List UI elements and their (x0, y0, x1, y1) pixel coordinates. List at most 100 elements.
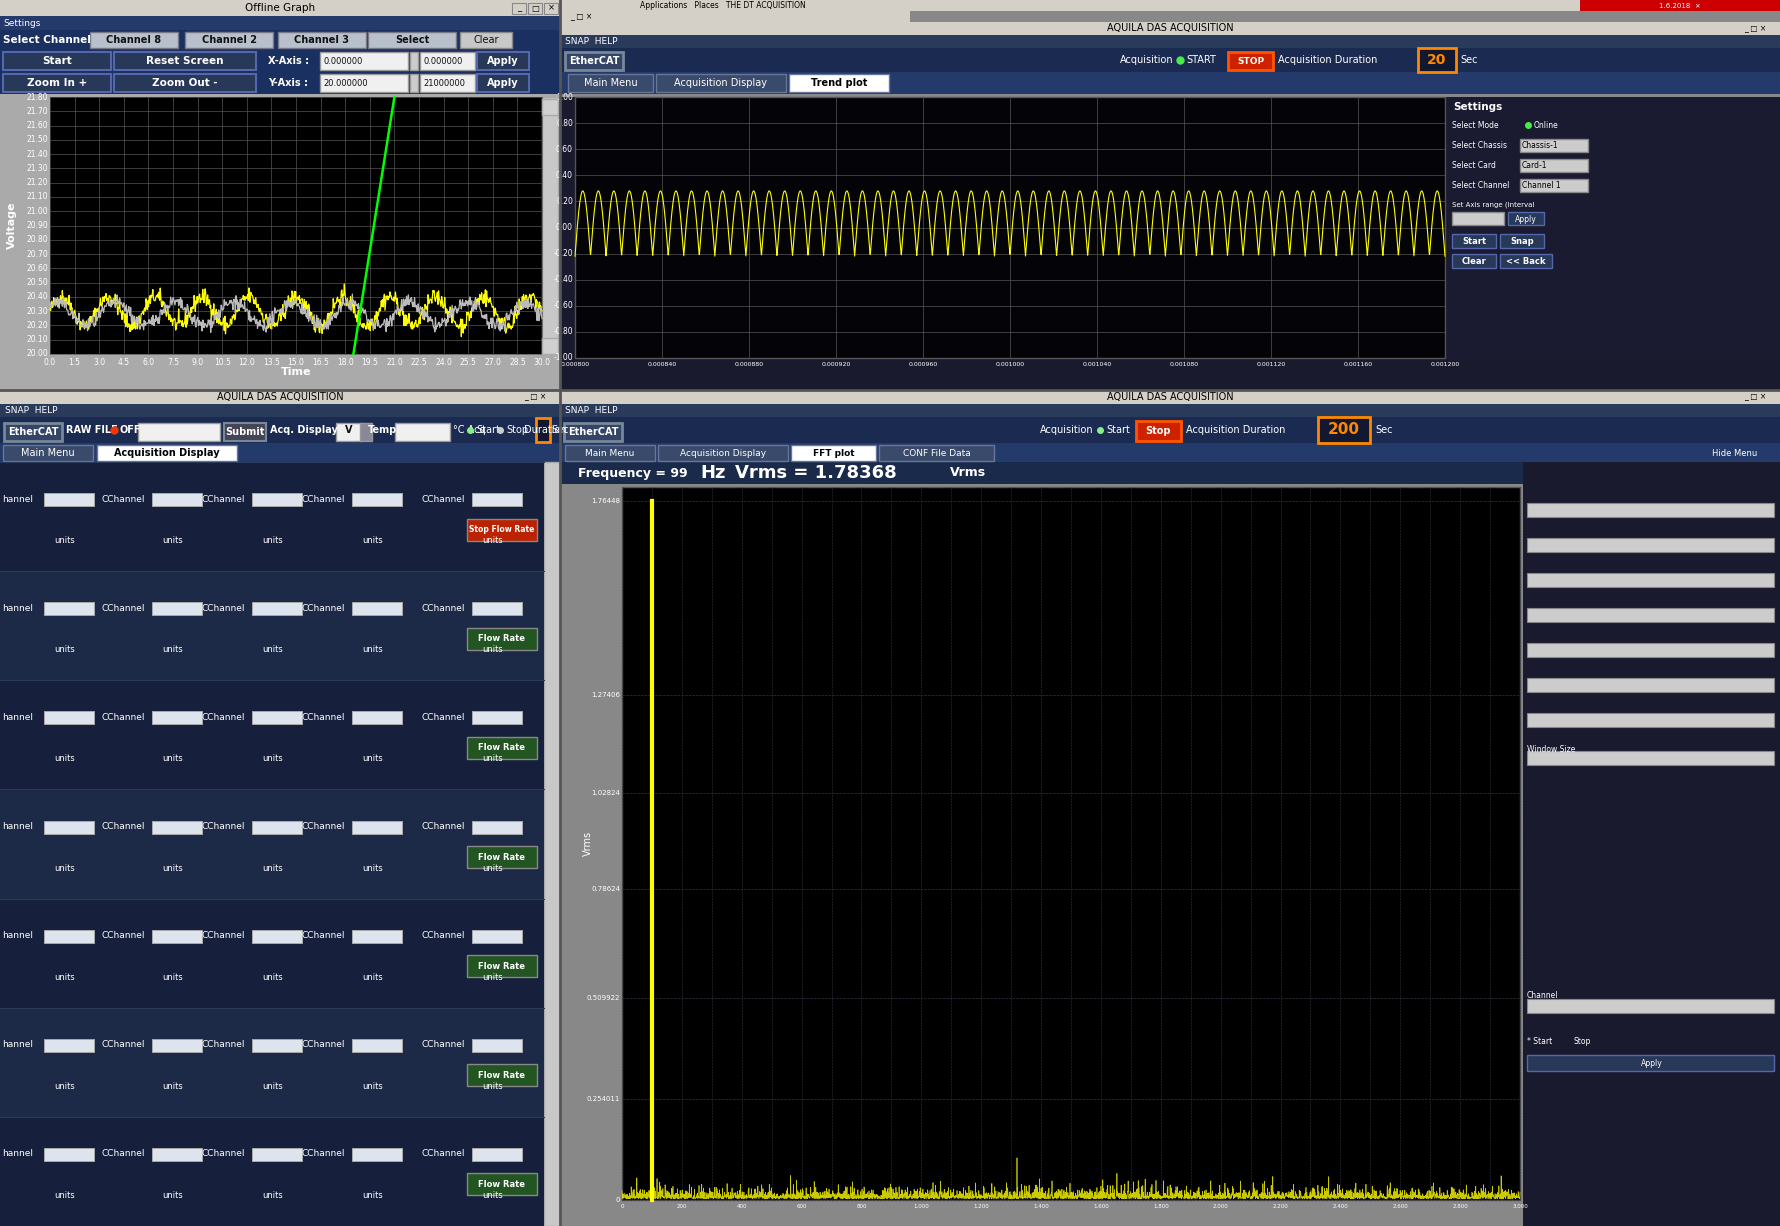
Bar (575, 97, 1445, 358)
Text: Acquisition Duration: Acquisition Duration (1185, 425, 1285, 435)
Text: CChannel: CChannel (303, 1150, 345, 1159)
Bar (151, 602, 201, 615)
Bar (352, 820, 402, 834)
Bar (0, 899, 545, 1008)
Bar (561, 417, 1780, 443)
Text: CChannel: CChannel (101, 932, 146, 940)
Bar (0, 417, 561, 443)
Bar (44, 1148, 94, 1161)
Text: 0.60: 0.60 (555, 145, 573, 153)
Bar (541, 338, 557, 354)
Bar (466, 1064, 538, 1086)
Text: Submit: Submit (226, 427, 265, 436)
Text: Select Card: Select Card (1452, 161, 1495, 169)
Text: 20: 20 (1428, 53, 1447, 67)
Text: START: START (1185, 55, 1216, 65)
Text: 1.76448: 1.76448 (591, 498, 619, 504)
Bar (536, 418, 550, 443)
Text: << Back: << Back (1506, 256, 1545, 266)
Text: Zoom In +: Zoom In + (27, 78, 87, 88)
Bar (0, 443, 561, 462)
Bar (466, 955, 538, 977)
Text: 6.0: 6.0 (142, 358, 155, 367)
Text: -1.00: -1.00 (554, 353, 573, 363)
Text: 25.5: 25.5 (459, 358, 477, 367)
Bar (0, 571, 545, 680)
Text: Set Axis range (Interval: Set Axis range (Interval (1452, 202, 1534, 208)
Bar (561, 390, 1780, 405)
Text: Clear: Clear (1461, 256, 1486, 266)
Bar (253, 820, 303, 834)
Text: Stop: Stop (1146, 425, 1171, 436)
Text: EtherCAT: EtherCAT (570, 56, 619, 66)
Bar (44, 602, 94, 615)
Bar (1527, 538, 1775, 552)
Text: 21.80: 21.80 (27, 92, 48, 102)
Text: CChannel: CChannel (201, 1041, 246, 1049)
Text: Sec: Sec (1460, 55, 1477, 65)
Text: 0.000960: 0.000960 (908, 362, 938, 367)
Text: CChannel: CChannel (303, 1041, 345, 1049)
Text: CChannel: CChannel (201, 932, 246, 940)
Text: Flow Rate: Flow Rate (479, 1179, 525, 1189)
Text: CChannel: CChannel (101, 712, 146, 722)
Bar (1452, 234, 1495, 248)
Text: CChannel: CChannel (303, 712, 345, 722)
Text: Flow Rate: Flow Rate (479, 634, 525, 644)
Bar (513, 2, 527, 13)
Bar (409, 74, 418, 92)
Text: Channel 3: Channel 3 (294, 36, 349, 45)
Text: 20.50: 20.50 (27, 278, 48, 287)
Bar (790, 445, 876, 461)
Text: units: units (162, 1081, 183, 1091)
Text: Chassis-1: Chassis-1 (1522, 141, 1559, 150)
Bar (4, 445, 93, 461)
Bar (659, 445, 789, 461)
Text: units: units (482, 536, 502, 546)
Bar (1527, 1056, 1775, 1072)
Bar (0, 405, 561, 417)
Bar (395, 423, 450, 441)
Text: hannel: hannel (2, 1041, 34, 1049)
Text: AQUILA DAS ACQUISITION: AQUILA DAS ACQUISITION (1107, 23, 1234, 33)
Bar (352, 1148, 402, 1161)
Bar (352, 1038, 402, 1052)
Text: _ □ ×: _ □ × (570, 12, 593, 21)
Text: 13.5: 13.5 (263, 358, 279, 367)
Text: 0.0: 0.0 (44, 358, 55, 367)
Text: 21000000: 21000000 (424, 78, 465, 87)
Text: CChannel: CChannel (422, 712, 466, 722)
Text: CChannel: CChannel (201, 494, 246, 504)
Bar (1501, 254, 1552, 268)
Text: 21.10: 21.10 (27, 192, 48, 201)
Bar (541, 99, 557, 115)
Text: 2.200: 2.200 (1273, 1204, 1289, 1209)
Text: units: units (262, 1190, 283, 1200)
Bar (1520, 139, 1588, 152)
Text: units: units (162, 1190, 183, 1200)
Text: 21.0: 21.0 (386, 358, 402, 367)
Text: 0.001120: 0.001120 (1257, 362, 1285, 367)
Text: units: units (361, 863, 383, 873)
Bar (420, 74, 475, 92)
Text: CChannel: CChannel (422, 1150, 466, 1159)
Text: units: units (162, 645, 183, 655)
Bar (657, 74, 787, 92)
Text: 0.254011: 0.254011 (587, 1096, 619, 1102)
Text: CChannel: CChannel (422, 823, 466, 831)
Text: Flow Rate: Flow Rate (479, 743, 525, 753)
Bar (368, 32, 456, 48)
Text: CChannel: CChannel (303, 823, 345, 831)
Text: units: units (361, 645, 383, 655)
Bar (561, 48, 1780, 72)
Bar (0, 462, 545, 1226)
Text: 1.00: 1.00 (555, 92, 573, 102)
Text: RAW FILE: RAW FILE (66, 425, 117, 435)
Text: _ □ ×: _ □ × (523, 392, 546, 401)
Bar (0, 1008, 545, 1117)
Bar (1136, 421, 1180, 441)
Text: Main Menu: Main Menu (584, 78, 637, 88)
Text: -0.40: -0.40 (554, 275, 573, 284)
Text: 0.001080: 0.001080 (1169, 362, 1198, 367)
Text: Vrms: Vrms (951, 467, 986, 479)
